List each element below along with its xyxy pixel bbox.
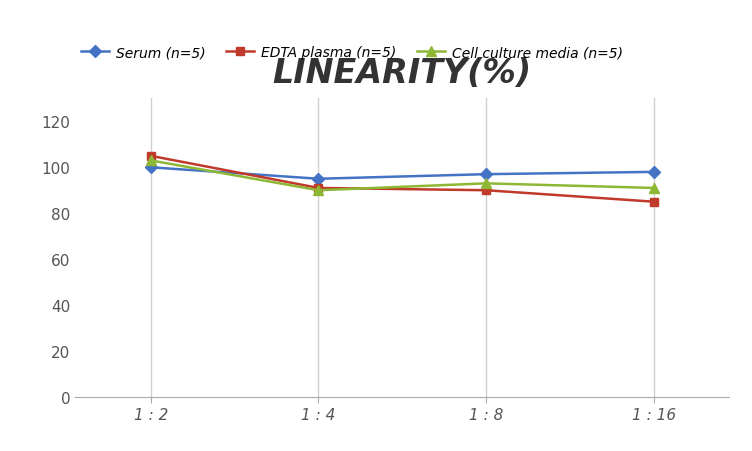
Serum (n=5) — [482, 172, 491, 178]
Cell culture media (n=5) — [482, 181, 491, 187]
Line: Serum (n=5): Serum (n=5) — [147, 164, 658, 184]
Serum (n=5) — [146, 165, 155, 170]
EDTA plasma (n=5) — [482, 188, 491, 193]
Line: Cell culture media (n=5): Cell culture media (n=5) — [146, 156, 659, 196]
Cell culture media (n=5) — [314, 188, 323, 193]
Line: EDTA plasma (n=5): EDTA plasma (n=5) — [147, 152, 658, 207]
Serum (n=5) — [314, 177, 323, 182]
EDTA plasma (n=5) — [146, 154, 155, 159]
Serum (n=5) — [650, 170, 659, 175]
Cell culture media (n=5) — [146, 158, 155, 164]
Title: LINEARITY(%): LINEARITY(%) — [273, 57, 532, 90]
Legend: Serum (n=5), EDTA plasma (n=5), Cell culture media (n=5): Serum (n=5), EDTA plasma (n=5), Cell cul… — [76, 41, 629, 66]
EDTA plasma (n=5) — [314, 186, 323, 191]
EDTA plasma (n=5) — [650, 199, 659, 205]
Cell culture media (n=5) — [650, 186, 659, 191]
